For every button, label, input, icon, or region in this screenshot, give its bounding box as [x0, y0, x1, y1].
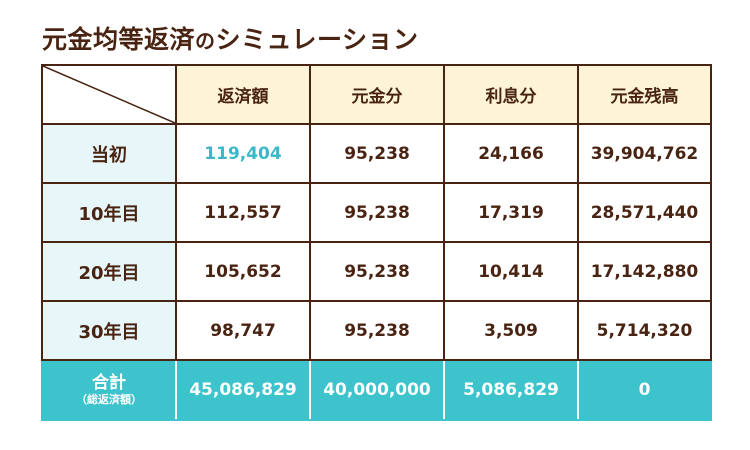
header-row: 返済額 元金分 利息分 元金残高	[41, 64, 712, 125]
cell-balance: 39,904,762	[577, 123, 712, 184]
header-repayment: 返済額	[175, 64, 311, 125]
total-repayment: 45,086,829	[175, 359, 311, 421]
corner-cell	[41, 64, 177, 125]
cell-repayment: 119,404	[175, 123, 311, 184]
total-sublabel: （総返済額）	[76, 392, 142, 406]
cell-interest: 3,509	[443, 300, 579, 361]
total-interest: 5,086,829	[443, 359, 579, 421]
cell-principal: 95,238	[309, 300, 445, 361]
cell-interest: 24,166	[443, 123, 579, 184]
row-label: 当初	[41, 123, 177, 184]
total-balance: 0	[577, 359, 712, 421]
repayment-table: 返済額 元金分 利息分 元金残高 当初 119,404 95,238 24,16…	[41, 64, 712, 421]
cell-balance: 5,714,320	[577, 300, 712, 361]
cell-principal: 95,238	[309, 123, 445, 184]
table-row: 当初 119,404 95,238 24,166 39,904,762	[41, 123, 712, 184]
cell-balance: 17,142,880	[577, 241, 712, 302]
cell-repayment: 112,557	[175, 182, 311, 243]
cell-principal: 95,238	[309, 241, 445, 302]
table-row: 30年目 98,747 95,238 3,509 5,714,320	[41, 300, 712, 361]
cell-repayment: 105,652	[175, 241, 311, 302]
row-label: 10年目	[41, 182, 177, 243]
title-suffix: シミュレーション	[215, 25, 419, 54]
row-label: 20年目	[41, 241, 177, 302]
diagonal-line	[43, 66, 175, 123]
cell-interest: 10,414	[443, 241, 579, 302]
page-title: 元金均等返済のシミュレーション	[42, 20, 419, 56]
header-balance: 元金残高	[577, 64, 712, 125]
total-label: 合計	[92, 372, 126, 393]
cell-interest: 17,319	[443, 182, 579, 243]
total-label-cell: 合計 （総返済額）	[41, 359, 177, 421]
title-connector: の	[195, 29, 216, 53]
title-main: 元金均等返済	[42, 25, 196, 54]
row-label: 30年目	[41, 300, 177, 361]
table-row: 20年目 105,652 95,238 10,414 17,142,880	[41, 241, 712, 302]
header-principal: 元金分	[309, 64, 445, 125]
cell-principal: 95,238	[309, 182, 445, 243]
total-row: 合計 （総返済額） 45,086,829 40,000,000 5,086,82…	[41, 359, 712, 421]
cell-repayment: 98,747	[175, 300, 311, 361]
table-row: 10年目 112,557 95,238 17,319 28,571,440	[41, 182, 712, 243]
total-principal: 40,000,000	[309, 359, 445, 421]
cell-balance: 28,571,440	[577, 182, 712, 243]
header-interest: 利息分	[443, 64, 579, 125]
